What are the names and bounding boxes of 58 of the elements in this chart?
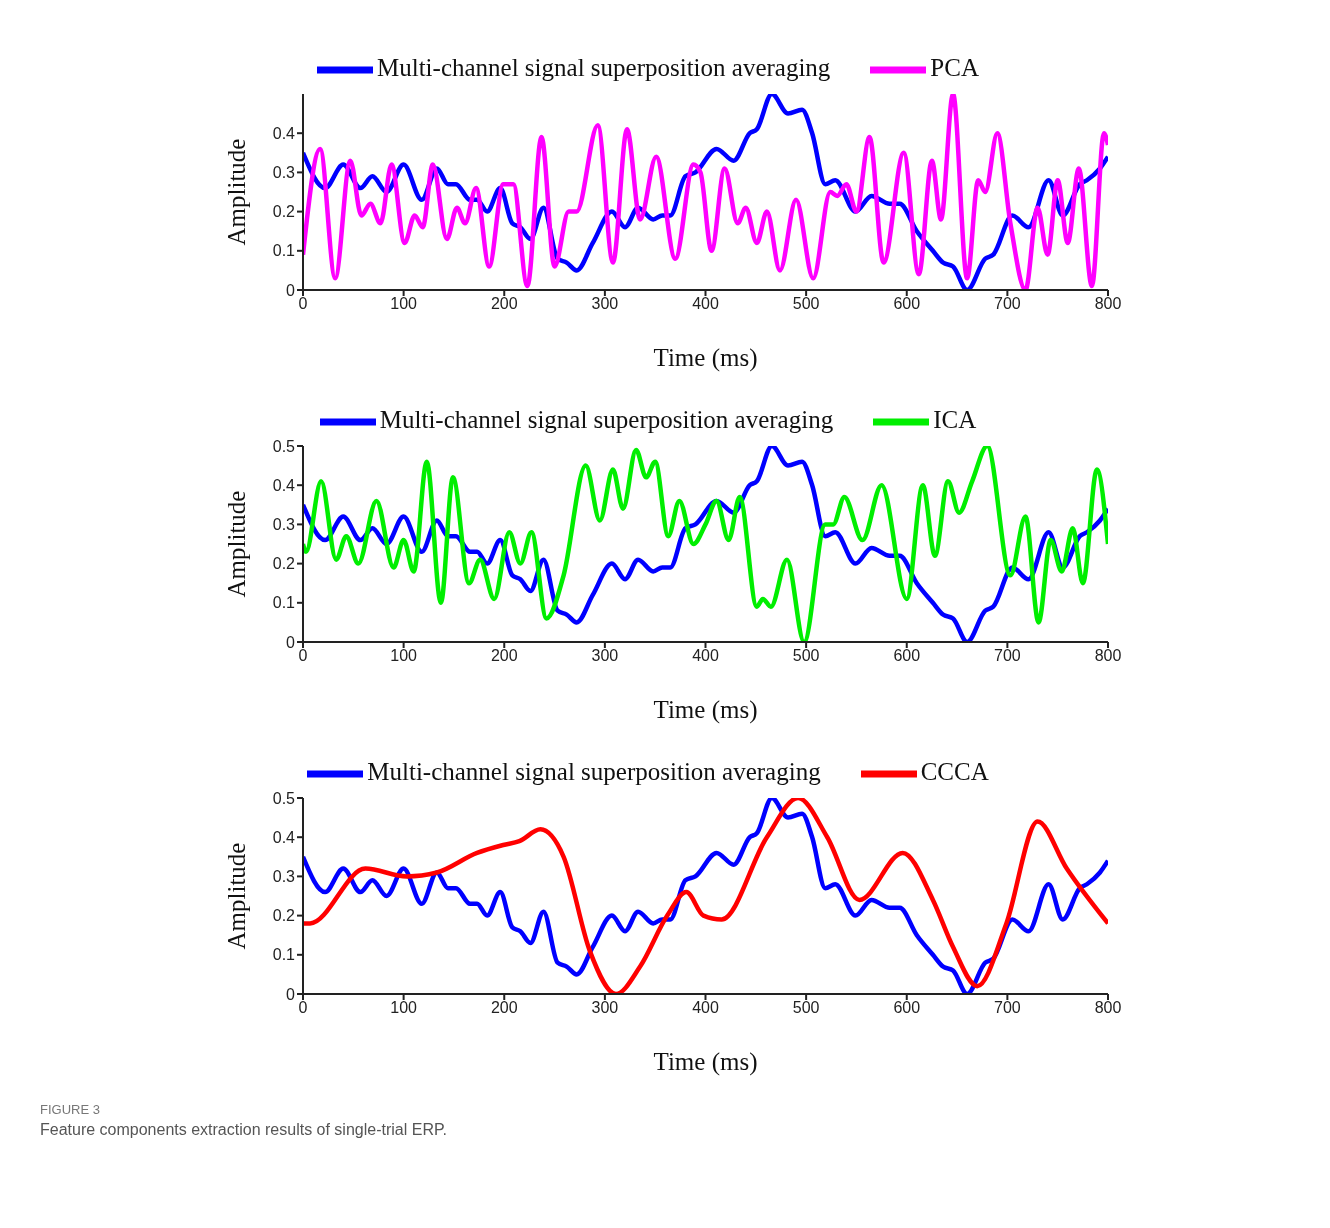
legend-label: Multi-channel signal superposition averaging [367, 757, 821, 785]
y-tick-label: 0 [286, 985, 296, 1003]
x-axis-title: Time (ms) [653, 1048, 758, 1076]
x-tick-label: 600 [893, 295, 921, 313]
y-tick-label: 0.4 [272, 828, 296, 846]
x-axis-title: Time (ms) [653, 344, 758, 372]
y-tick-label: 0.1 [272, 594, 296, 612]
x-tick-label: 200 [490, 647, 518, 665]
x-tick-label: 800 [1094, 999, 1122, 1017]
y-tick-label: 0.1 [272, 242, 296, 260]
y-tick-label: 0 [286, 633, 296, 651]
y-tick-label: 0.1 [272, 946, 296, 964]
legend-label: PCA [930, 53, 979, 81]
caption: FIGURE 3 [40, 1102, 101, 1117]
y-tick-label: 0.5 [272, 437, 296, 455]
y-tick-label: 0.3 [272, 868, 296, 886]
y-tick-label: 0.3 [272, 164, 296, 182]
x-tick-label: 300 [591, 999, 619, 1017]
x-tick-label: 0 [298, 295, 308, 313]
x-tick-label: 500 [792, 295, 820, 313]
x-tick-label: 100 [390, 647, 418, 665]
x-tick-label: 0 [298, 999, 308, 1017]
y-tick-label: 0.5 [272, 789, 296, 807]
x-tick-label: 600 [893, 647, 921, 665]
y-tick-label: 0.4 [272, 476, 296, 494]
x-tick-label: 400 [692, 295, 719, 313]
x-tick-label: 100 [390, 999, 418, 1017]
y-tick-label: 0.2 [272, 203, 296, 221]
legend-label: ICA [933, 405, 977, 433]
legend-label: Multi-channel signal superposition averaging [376, 53, 831, 81]
legend-label: CCCA [920, 757, 989, 785]
y-tick-label: 0.4 [272, 124, 296, 142]
x-tick-label: 0 [298, 647, 308, 665]
x-tick-label: 600 [893, 999, 921, 1017]
y-axis-title: Amplitude [222, 490, 250, 598]
y-axis-title: Amplitude [222, 138, 250, 246]
y-axis-title: Amplitude [222, 842, 250, 950]
text: Feature components extraction results of single-trial ERP. [40, 1121, 448, 1139]
legend-label: Multi-channel signal superposition averaging [379, 405, 834, 433]
x-tick-label: 400 [692, 999, 719, 1017]
x-tick-label: 300 [591, 647, 619, 665]
x-tick-label: 800 [1094, 295, 1122, 313]
y-tick-label: 0.2 [272, 555, 296, 573]
y-tick-label: 0.3 [272, 516, 296, 534]
x-tick-label: 700 [994, 647, 1021, 665]
x-axis-title: Time (ms) [653, 696, 758, 724]
x-tick-label: 200 [490, 999, 518, 1017]
y-tick-label: 0 [286, 281, 296, 299]
x-tick-label: 700 [994, 295, 1021, 313]
x-tick-label: 200 [490, 295, 518, 313]
x-tick-label: 700 [994, 999, 1021, 1017]
x-tick-label: 500 [792, 999, 820, 1017]
x-tick-label: 400 [692, 647, 719, 665]
x-tick-label: 100 [390, 295, 418, 313]
x-tick-label: 800 [1094, 647, 1122, 665]
y-tick-label: 0.2 [272, 907, 296, 925]
x-tick-label: 500 [792, 647, 820, 665]
x-tick-label: 300 [591, 295, 619, 313]
